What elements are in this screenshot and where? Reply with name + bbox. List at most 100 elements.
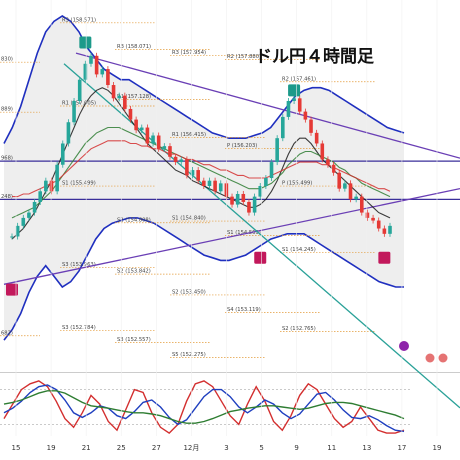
pivot-level-label: S2 (152.765) [282,326,316,332]
candle-body [72,100,76,123]
pivot-level-label: R3 (158.571) [62,17,96,23]
candle-body [258,186,263,197]
candle-body [297,98,302,112]
candle-body [348,183,353,200]
candle-body [123,95,127,109]
bollinger-upper-line [3,14,405,144]
candle-body [207,180,212,186]
candle-body [365,212,370,218]
candle-body [241,193,246,202]
candle-body [55,164,59,192]
candle-body [83,63,88,80]
candle-body [235,193,240,205]
candle-body [66,122,71,144]
candle-body [151,135,155,144]
candle-body [213,180,217,192]
x-tick-label: 15 [12,444,21,452]
candle-body [168,146,172,157]
x-tick-label: 12月 [183,444,199,452]
flag-icon [425,353,435,363]
oscillator-line [3,384,405,433]
candle-body [10,236,14,238]
candle-body [281,116,285,139]
pivot-level-label: S1 (154.569) [227,230,261,236]
pivot-level-label: S3 (152.557) [117,337,151,343]
bollinger-lower-line [3,217,404,341]
candle-body [196,170,200,181]
candle-body [202,180,206,186]
candle-body [376,220,381,229]
pivot-level-label: S2 (153.842) [117,269,151,275]
candle-body [111,85,116,99]
candle-body [303,111,308,120]
trend-line [63,63,460,409]
candle-body [252,196,257,213]
trough-marker [378,251,391,264]
flag-icon [438,353,448,363]
candle-body [314,132,319,144]
x-tick-label: 21 [82,444,91,452]
candle-body [185,159,189,176]
candle-body [331,164,336,173]
pivot-level-label: R3 (158.071) [117,44,151,50]
candle-body [371,217,375,221]
candle-body [343,183,347,189]
x-tick-label: 19 [433,444,442,452]
candle-body [38,191,43,202]
candle-body [139,127,144,131]
x-tick-label: 9 [294,444,298,452]
x-tick-label: 17 [397,444,406,452]
candle-body [77,79,82,101]
pivot-level-label: R1 (156.415) [172,132,206,138]
candle-body [106,69,110,86]
left-level-label: 968) [1,156,13,162]
candle-body [190,170,195,176]
candle-body [382,228,387,234]
candle-body [156,135,161,149]
candle-body [179,159,184,163]
candle-body [275,138,279,163]
trough-marker [6,283,18,296]
candle-body [320,143,325,160]
oscillator-line [3,380,405,435]
lightning-icon [399,341,409,351]
candle-body [94,55,99,75]
candle-body [247,201,251,213]
x-tick-label: 19 [47,444,56,452]
pivot-level-label: R1 (157.005) [62,101,96,107]
left-level-label: 682) [1,330,13,336]
candle-body [264,178,268,186]
candle-body [269,162,274,179]
chart-title: ドル円４時間足 [255,46,374,67]
candle-body [218,183,223,192]
pivot-level-label: S1 (155.499) [62,181,96,187]
oscillator-line [3,390,405,424]
candle-body [60,143,65,165]
pivot-level-label: R2 (157.461) [282,76,316,82]
pivot-level-label: R2 (157.880) [227,54,261,60]
left-level-label: 889) [1,107,13,113]
candle-body [309,119,313,133]
pivot-level-label: S3 (152.784) [62,325,96,331]
candle-body [21,217,26,226]
pivot-level-label: R3 (157.954) [172,50,206,56]
candle-body [44,180,48,192]
x-tick-label: 27 [152,444,161,452]
candle-body [27,212,31,218]
x-tick-label: 13 [362,444,371,452]
x-tick-label: 3 [224,444,228,452]
candle-body [100,69,105,75]
left-level-label: 248) [1,194,13,200]
candle-body [49,180,54,192]
candle-body [145,127,150,144]
candle-body [89,55,93,64]
x-tick-label: 25 [117,444,126,452]
candle-body [337,172,342,189]
trend-line [3,187,460,285]
x-tick-label: 11 [327,444,336,452]
candle-body [32,201,37,213]
pivot-level-label: P (155.499) [282,181,312,187]
candle-body [286,100,291,117]
peak-marker [79,36,92,49]
